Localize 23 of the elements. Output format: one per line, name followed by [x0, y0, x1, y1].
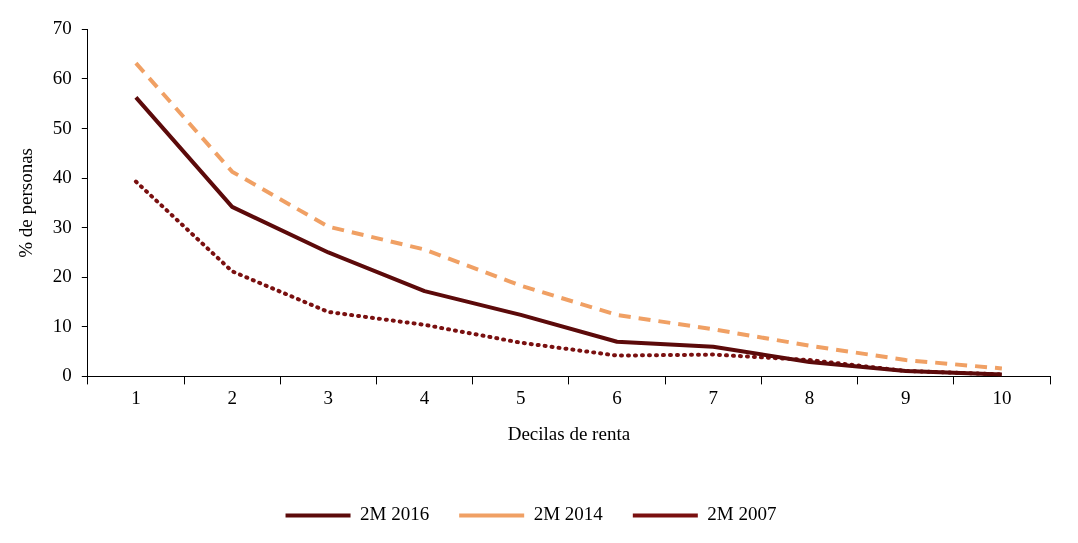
x-tick-label: 1	[131, 386, 141, 408]
y-axis-title: % de personas	[15, 148, 37, 258]
x-tick-label: 8	[804, 386, 815, 408]
y-tick-label: 60	[52, 66, 72, 88]
x-tick-label: 6	[612, 386, 622, 408]
x-tick-label: 10	[992, 386, 1012, 408]
y-tick-label: 10	[52, 314, 72, 336]
y-tick-label: 50	[52, 116, 72, 138]
legend-label: 2M 2014	[533, 503, 604, 525]
y-tick-label: 40	[52, 166, 72, 188]
x-axis-title: Decilas de renta	[507, 422, 631, 444]
x-tick-label: 4	[419, 386, 430, 408]
legend-label: 2M 2016	[360, 503, 430, 525]
y-tick-label: 20	[52, 265, 72, 287]
y-tick-label: 0	[62, 364, 72, 386]
legend-label: 2M 2007	[707, 503, 777, 525]
x-tick-label: 3	[323, 386, 334, 408]
x-tick-label: 7	[708, 386, 718, 408]
x-tick-label: 2	[227, 386, 237, 408]
x-tick-label: 9	[900, 386, 911, 408]
x-tick-label: 5	[516, 386, 526, 408]
y-tick-label: 30	[52, 215, 72, 237]
y-tick-label: 70	[52, 17, 72, 39]
